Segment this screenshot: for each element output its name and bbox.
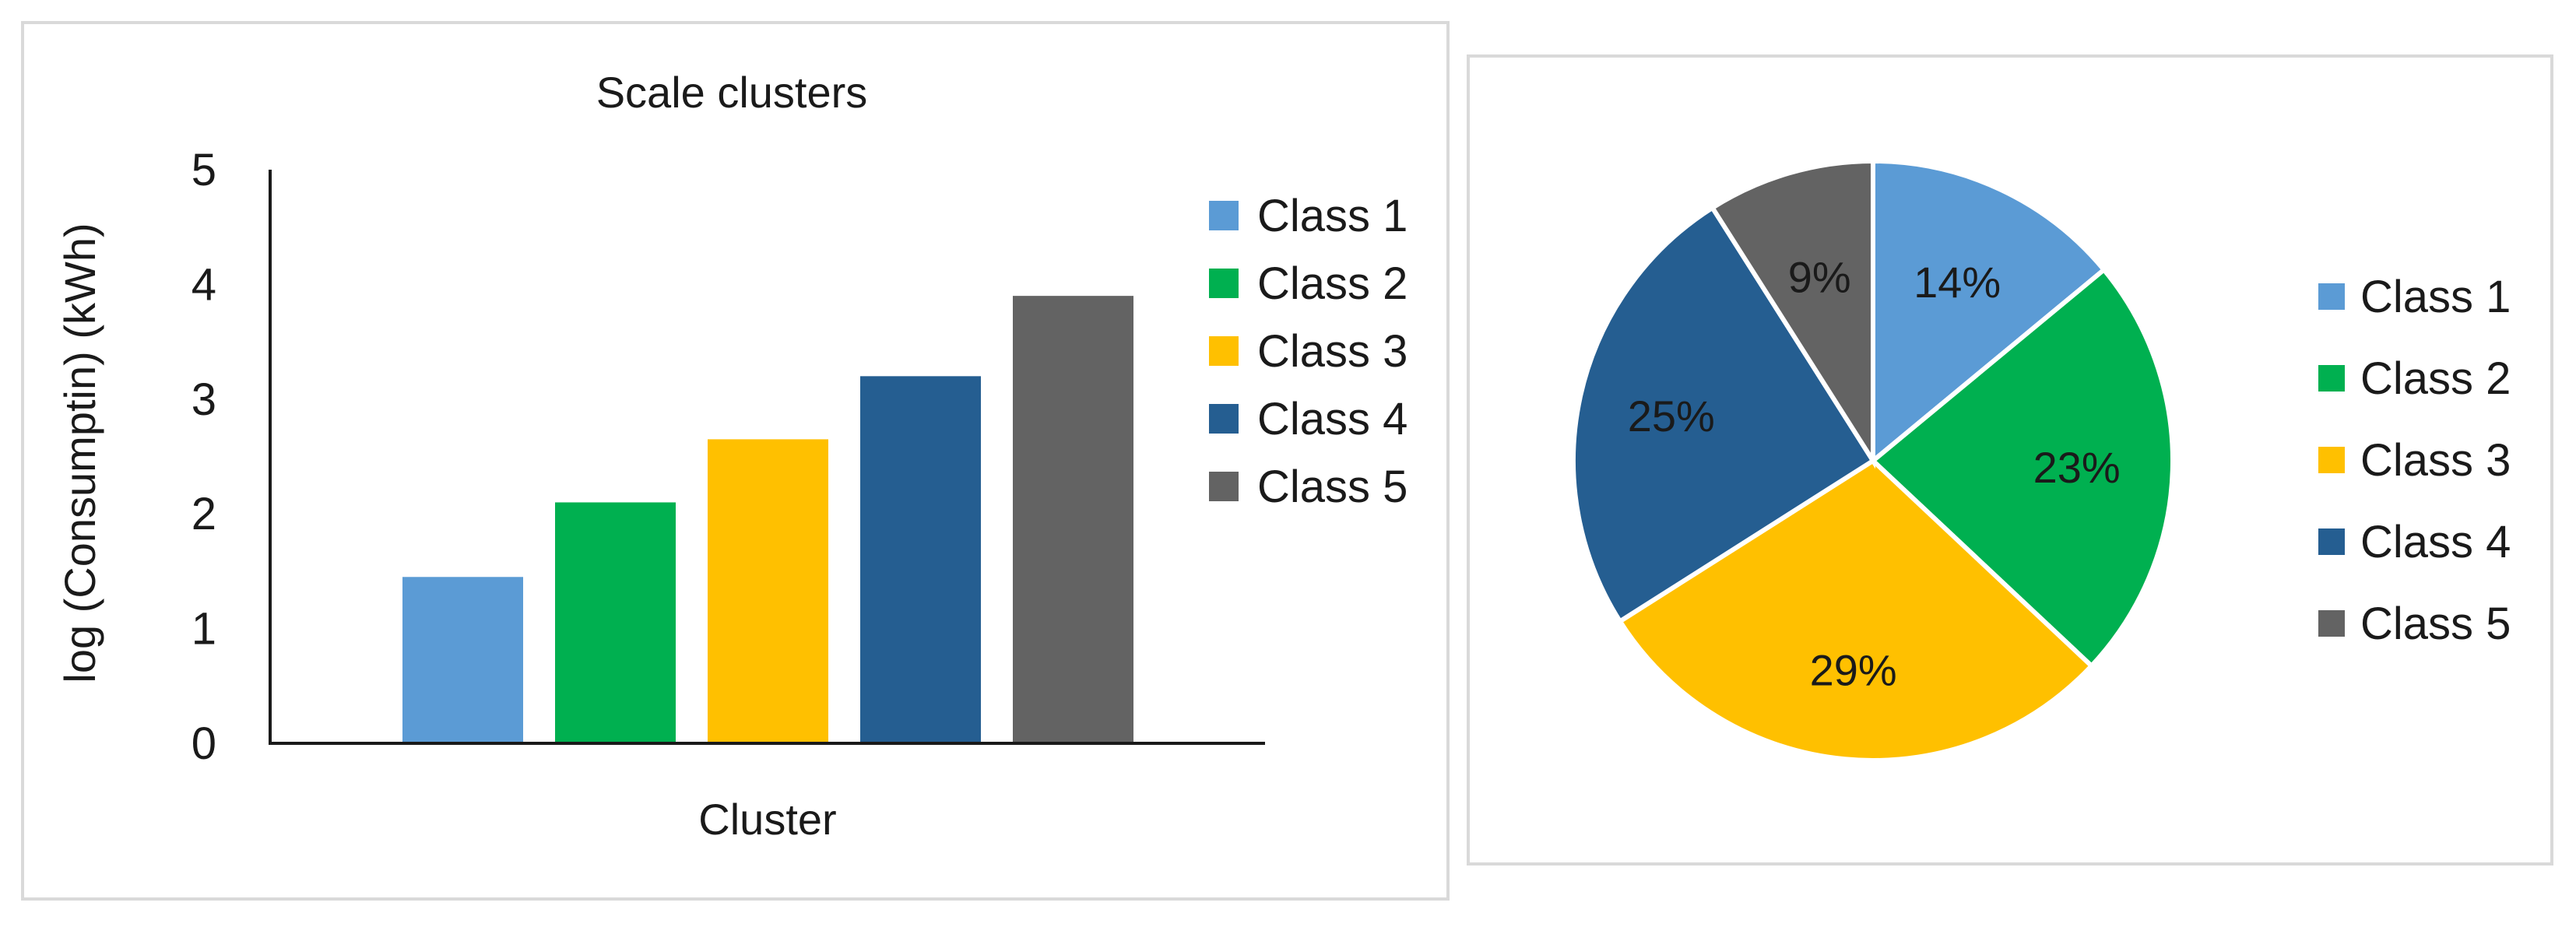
pie-chart-legend: Class 1 Class 2 Class 3 Class 4 Class 5 bbox=[2318, 272, 2511, 649]
legend-swatch bbox=[2318, 447, 2345, 473]
legend-label: Class 1 bbox=[1257, 191, 1407, 241]
legend-swatch bbox=[1209, 404, 1239, 434]
legend-label: Class 2 bbox=[2360, 353, 2511, 404]
pie-slice-class-5 bbox=[1709, 158, 1875, 469]
y-axis-ticks: 0 1 2 3 4 5 bbox=[192, 145, 216, 769]
legend-label: Class 4 bbox=[2360, 517, 2511, 567]
y-tick-label: 4 bbox=[192, 259, 216, 310]
legend-swatch bbox=[2318, 528, 2345, 555]
bar-chart-legend: Class 1 Class 2 Class 3 Class 4 Class 5 bbox=[1209, 191, 1407, 512]
bar-series bbox=[402, 296, 1133, 743]
y-tick-label: 5 bbox=[192, 145, 216, 195]
legend-swatch bbox=[2318, 283, 2345, 310]
bar-class-4 bbox=[860, 376, 981, 743]
pie-slice-class-4 bbox=[1571, 204, 1877, 625]
bar-chart-title: Scale clusters bbox=[596, 68, 868, 117]
legend-swatch bbox=[1209, 336, 1239, 366]
pie-slice-class-2 bbox=[1869, 266, 2175, 669]
pie-data-label: 9% bbox=[1788, 252, 1851, 301]
legend-label: Class 5 bbox=[2360, 599, 2511, 649]
bar-class-2 bbox=[555, 502, 676, 743]
pie-slices bbox=[1571, 158, 2175, 763]
legend-swatch bbox=[2318, 365, 2345, 392]
y-tick-label: 2 bbox=[192, 489, 216, 539]
legend-label: Class 4 bbox=[1257, 394, 1407, 444]
legend-swatch bbox=[1209, 201, 1239, 230]
pie-data-label: 25% bbox=[1628, 392, 1715, 441]
legend-label: Class 3 bbox=[2360, 435, 2511, 486]
pie-slice-class-3 bbox=[1616, 458, 2095, 763]
pie-data-labels: 14% 23% 29% 25% 9% bbox=[1628, 252, 2121, 694]
y-tick-label: 1 bbox=[192, 604, 216, 655]
pie-data-label: 29% bbox=[1810, 645, 1897, 694]
bar-class-5 bbox=[1013, 296, 1133, 743]
y-axis-title: log (Consumptin) (kWh) bbox=[55, 223, 104, 683]
legend-label: Class 5 bbox=[1257, 462, 1407, 512]
x-axis-title: Cluster bbox=[698, 795, 836, 844]
bar-class-1 bbox=[402, 577, 523, 743]
bar-class-3 bbox=[708, 439, 828, 743]
pie-data-label: 23% bbox=[2033, 443, 2121, 492]
legend-swatch bbox=[2318, 610, 2345, 637]
legend-label: Class 2 bbox=[1257, 258, 1407, 309]
y-tick-label: 0 bbox=[192, 718, 216, 769]
legend-label: Class 1 bbox=[2360, 272, 2511, 322]
legend-swatch bbox=[1209, 269, 1239, 298]
pie-slice-class-1 bbox=[1871, 158, 2107, 466]
legend-swatch bbox=[1209, 472, 1239, 501]
y-tick-label: 3 bbox=[192, 374, 216, 425]
pie-data-label: 14% bbox=[1914, 258, 2001, 307]
legend-label: Class 3 bbox=[1257, 326, 1407, 377]
